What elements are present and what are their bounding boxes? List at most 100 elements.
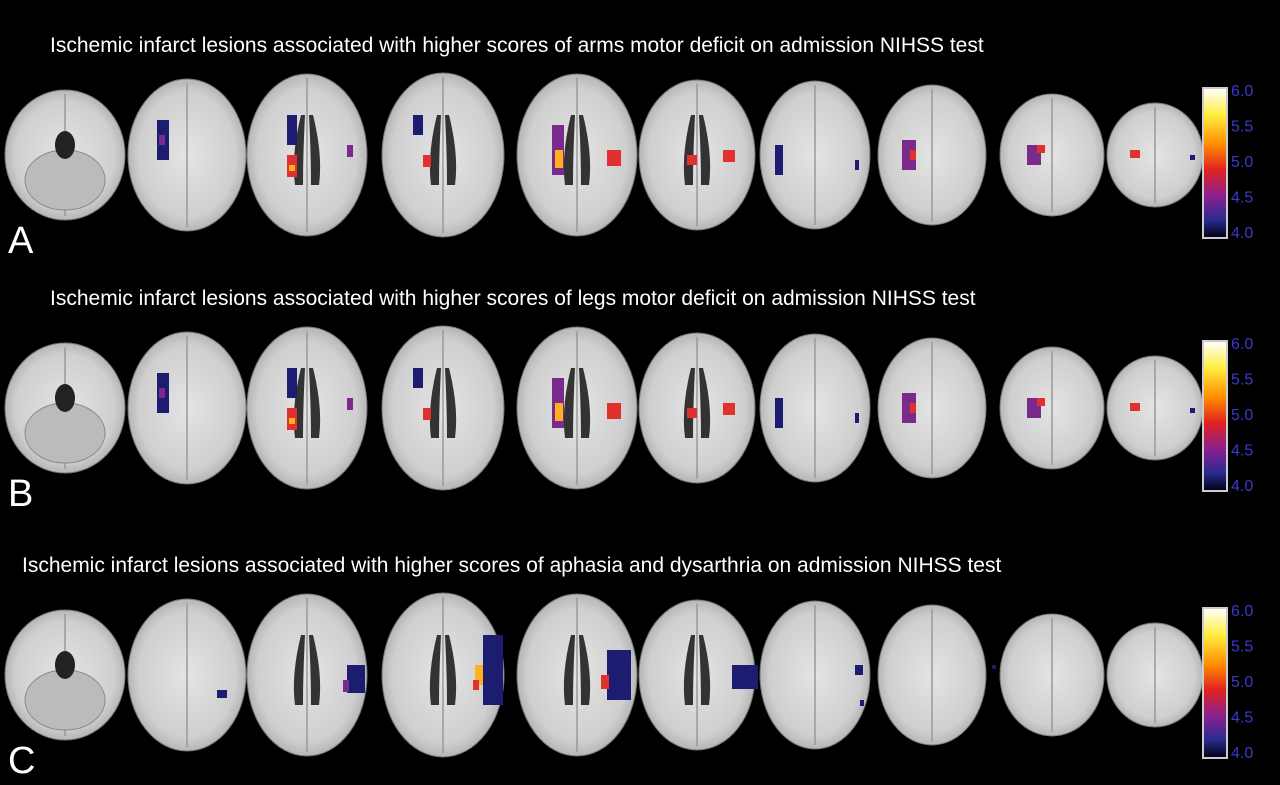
lesion-overlay	[347, 665, 365, 693]
colorbar-tick-label: 4.5	[1231, 190, 1253, 207]
lesion-overlay	[289, 165, 295, 171]
ventricle	[429, 635, 441, 705]
lesion-overlay	[287, 115, 297, 145]
lesion-overlay	[992, 665, 996, 669]
lesion-overlay	[413, 368, 423, 388]
brain-slice	[381, 325, 505, 491]
lesion-overlay	[607, 150, 621, 166]
panel-label: A	[8, 220, 34, 262]
brain-slice	[4, 342, 126, 474]
lesion-overlay	[289, 418, 295, 424]
brain-slice	[999, 93, 1105, 217]
lesion-overlay	[159, 388, 165, 398]
brain-slice	[999, 346, 1105, 470]
ventricle	[293, 635, 305, 705]
ventricle	[683, 635, 695, 705]
colorbar-tick-label: 6.0	[1231, 603, 1253, 620]
ventricle	[699, 115, 711, 185]
brain-slice	[127, 78, 247, 232]
colorbar-tick-label: 4.0	[1231, 478, 1253, 495]
ventricle	[429, 115, 441, 185]
panel: Ischemic infarct lesions associated with…	[4, 287, 1253, 515]
brain-slice	[516, 326, 638, 490]
lesion-overlay	[159, 135, 165, 145]
brain-slice	[759, 600, 871, 750]
lesion-overlay	[910, 150, 916, 160]
brain-slice	[4, 89, 126, 221]
colorbar-tick-label: 5.0	[1231, 674, 1253, 691]
panel-title: Ischemic infarct lesions associated with…	[22, 554, 1001, 577]
lesion-overlay	[555, 150, 563, 168]
panel-title: Ischemic infarct lesions associated with…	[50, 34, 984, 57]
colorbar	[1202, 87, 1228, 239]
brain-slice	[877, 604, 987, 746]
lesion-overlay	[723, 403, 735, 415]
lesion-overlay	[775, 398, 783, 428]
lesion-overlay	[347, 398, 353, 410]
lesion-overlay	[855, 160, 859, 170]
lesion-overlay	[732, 665, 758, 689]
lesion-overlay	[473, 680, 479, 690]
colorbar-tick-label: 4.0	[1231, 745, 1253, 762]
ventricle	[309, 115, 321, 185]
lesion-overlay	[343, 680, 349, 692]
lesion-overlay	[775, 145, 783, 175]
lesion-overlay	[1037, 398, 1045, 406]
brainstem	[55, 131, 75, 159]
ventricle	[445, 635, 457, 705]
lesion-overlay	[855, 413, 859, 423]
colorbar-tick-label: 5.5	[1231, 119, 1253, 136]
brain-slice	[127, 331, 247, 485]
colorbar-tick-label: 4.5	[1231, 710, 1253, 727]
brain-slice	[759, 80, 871, 230]
colorbar	[1202, 340, 1228, 492]
colorbar-tick-label: 5.0	[1231, 154, 1253, 171]
lesion-overlay	[902, 140, 916, 170]
brainstem	[55, 651, 75, 679]
colorbar-tick-label: 6.0	[1231, 336, 1253, 353]
lesion-overlay	[601, 675, 609, 689]
brain-slice	[759, 333, 871, 483]
brain-slice	[4, 609, 126, 741]
lesion-overlay	[607, 403, 621, 419]
panel-label: C	[8, 740, 35, 782]
lesion-overlay	[475, 665, 483, 685]
ventricle	[579, 115, 591, 185]
panel-title: Ischemic infarct lesions associated with…	[50, 287, 976, 310]
panel-label: B	[8, 473, 33, 515]
colorbar-tick-label: 5.5	[1231, 372, 1253, 389]
lesion-overlay	[217, 690, 227, 698]
lesion-overlay	[423, 155, 431, 167]
ventricle	[563, 368, 575, 438]
ventricle	[579, 635, 591, 705]
colorbar	[1202, 607, 1228, 759]
brain-slice	[1106, 622, 1204, 728]
brain-slice	[246, 73, 368, 237]
lesion-overlay	[687, 155, 697, 165]
ventricle	[579, 368, 591, 438]
lesion-overlay	[723, 150, 735, 162]
lesion-overlay	[1130, 403, 1140, 411]
brain-slice	[381, 592, 505, 758]
brain-slice	[127, 598, 247, 752]
lesion-overlay	[347, 145, 353, 157]
ventricle	[309, 635, 321, 705]
colorbar-tick-label: 5.5	[1231, 639, 1253, 656]
ventricle	[309, 368, 321, 438]
brain-slice	[516, 73, 638, 237]
colorbar-tick-label: 4.5	[1231, 443, 1253, 460]
colorbar-tick-label: 6.0	[1231, 83, 1253, 100]
brain-slice	[381, 72, 505, 238]
ventricle	[445, 368, 457, 438]
ventricle	[429, 368, 441, 438]
brain-slice	[1106, 102, 1204, 208]
brain-slice	[877, 337, 987, 479]
ventricle	[563, 635, 575, 705]
brain-slice	[999, 613, 1105, 737]
lesion-overlay	[1190, 408, 1195, 413]
ventricle	[699, 368, 711, 438]
ventricle	[683, 368, 695, 438]
lesion-overlay	[1130, 150, 1140, 158]
